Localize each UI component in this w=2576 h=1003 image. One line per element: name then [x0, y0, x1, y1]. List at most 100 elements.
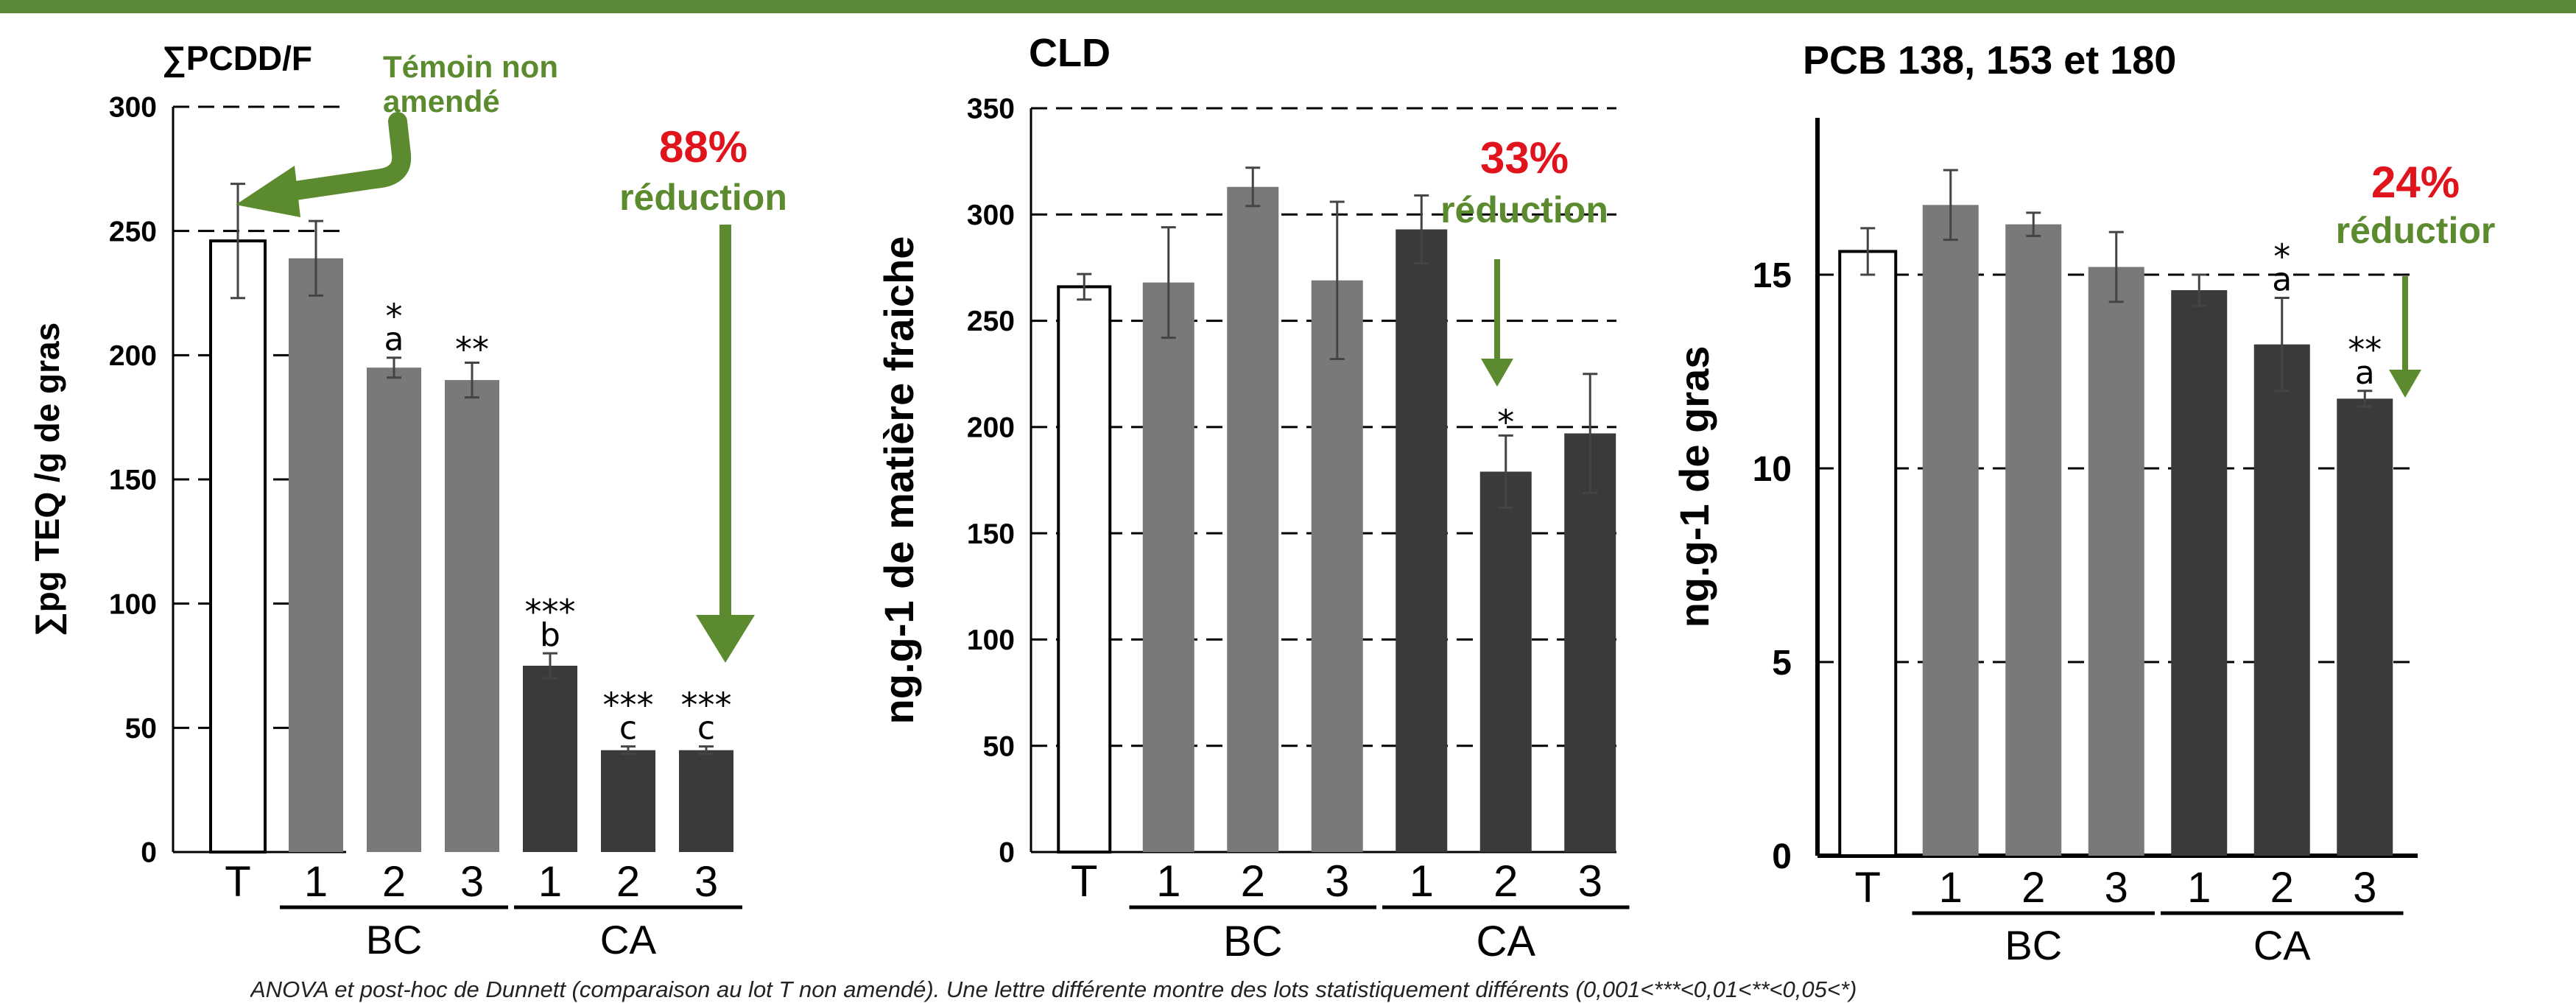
- bar: [2337, 398, 2393, 856]
- bar: [289, 258, 343, 853]
- figure-caption: ANOVA et post-hoc de Dunnett (comparaiso…: [250, 976, 1857, 1002]
- x-tick-label: 2: [382, 858, 406, 906]
- group-label: CA: [2253, 922, 2311, 968]
- group-letter: a: [384, 321, 404, 359]
- y-tick-label: 350: [967, 94, 1015, 125]
- x-tick-label: 1: [2187, 864, 2211, 912]
- x-tick-label: T: [1071, 856, 1098, 906]
- y-tick-label: 200: [967, 412, 1015, 444]
- y-tick-label: 300: [109, 92, 157, 124]
- y-tick-label: 5: [1772, 644, 1792, 683]
- y-tick-label: 250: [109, 216, 157, 247]
- x-tick-label: T: [1855, 864, 1881, 912]
- bar: [445, 380, 499, 852]
- bar: [679, 750, 733, 852]
- significance-stars: **: [2348, 330, 2382, 370]
- reduction-arrow-head: [696, 615, 755, 663]
- x-tick-label: 2: [616, 858, 640, 906]
- bar: [1142, 282, 1194, 853]
- bar: [2253, 344, 2310, 856]
- x-tick-label: 2: [1493, 856, 1518, 906]
- y-tick-label: 15: [1753, 256, 1792, 295]
- control-annotation-line1: Témoin non: [383, 49, 558, 84]
- bar: [1396, 229, 1448, 852]
- x-tick-label: 1: [304, 858, 328, 906]
- group-label: BC: [1223, 918, 1283, 965]
- x-tick-label: 1: [538, 858, 562, 906]
- bar: [1922, 205, 1979, 856]
- y-axis-label: ∑pg TEQ /g de gras: [28, 323, 67, 636]
- reduction-label: réduction: [1440, 189, 1608, 230]
- group-label: CA: [600, 917, 657, 962]
- y-tick-label: 0: [141, 837, 157, 869]
- significance-stars: ***: [525, 592, 576, 632]
- significance-stars: *: [2273, 237, 2290, 277]
- significance-stars: ***: [681, 686, 732, 725]
- group-letter: c: [619, 710, 637, 747]
- bar: [1311, 280, 1363, 852]
- group-label: BC: [2005, 922, 2062, 968]
- group-label: CA: [1476, 918, 1535, 965]
- bar: [601, 750, 655, 852]
- x-tick-label: 2: [1241, 856, 1265, 906]
- x-tick-label: 3: [1325, 856, 1349, 906]
- chart-title: ∑PCDD/F: [162, 39, 312, 78]
- significance-stars: ***: [603, 686, 654, 725]
- y-tick-label: 150: [109, 465, 157, 496]
- y-tick-label: 0: [1772, 837, 1792, 876]
- significance-stars: *: [1497, 402, 1514, 442]
- bar: [2088, 267, 2144, 856]
- chart-title: CLD: [1029, 31, 1111, 75]
- group-letter: c: [697, 710, 715, 747]
- x-tick-label: 1: [1939, 864, 1963, 912]
- y-tick-label: 250: [967, 306, 1015, 337]
- top-accent-bar: [0, 0, 2576, 13]
- x-tick-label: 3: [2105, 864, 2128, 912]
- x-tick-label: 3: [2353, 864, 2376, 912]
- control-annotation-line2: amendé: [383, 84, 500, 119]
- x-tick-label: T: [225, 858, 250, 906]
- reduction-percent: 88%: [659, 122, 747, 172]
- reduction-arrow-head: [2389, 370, 2421, 398]
- significance-stars: *: [386, 297, 403, 337]
- reduction-percent: 33%: [1480, 133, 1569, 183]
- x-tick-label: 2: [2270, 864, 2294, 912]
- y-axis-label: ng.g-1 de gras: [1671, 346, 1717, 628]
- y-tick-label: 10: [1753, 450, 1792, 489]
- group-label: BC: [366, 917, 422, 962]
- y-tick-label: 50: [125, 713, 157, 745]
- x-tick-label: 3: [1578, 856, 1602, 906]
- y-tick-label: 150: [967, 518, 1015, 550]
- chart-title: PCB 138, 153 et 180: [1803, 38, 2176, 82]
- x-tick-label: 3: [694, 858, 718, 906]
- bar: [209, 239, 267, 854]
- group-letter: b: [540, 616, 560, 654]
- bar: [1227, 186, 1279, 852]
- control-arrow-head: [236, 166, 300, 217]
- significance-stars: **: [455, 329, 489, 369]
- y-tick-label: 100: [109, 588, 157, 620]
- control-arrow-shaft: [270, 112, 412, 203]
- group-letter: a: [2272, 261, 2292, 299]
- x-tick-label: 3: [460, 858, 484, 906]
- bar: [523, 666, 577, 852]
- x-tick-label: 1: [1156, 856, 1180, 906]
- y-tick-label: 50: [983, 731, 1015, 762]
- x-tick-label: 2: [2021, 864, 2045, 912]
- group-letter: a: [2355, 354, 2375, 392]
- y-tick-label: 300: [967, 200, 1015, 231]
- reduction-label: réduction: [619, 177, 787, 218]
- bar: [1479, 471, 1532, 852]
- bar: [1057, 285, 1112, 854]
- bar: [1564, 433, 1616, 852]
- y-tick-label: 100: [967, 624, 1015, 656]
- y-tick-label: 0: [999, 837, 1015, 869]
- reduction-percent: 24%: [2371, 158, 2460, 207]
- reduction-label: réductior: [2336, 210, 2496, 251]
- x-tick-label: 1: [1410, 856, 1434, 906]
- bar: [367, 367, 421, 852]
- bar: [2171, 290, 2228, 856]
